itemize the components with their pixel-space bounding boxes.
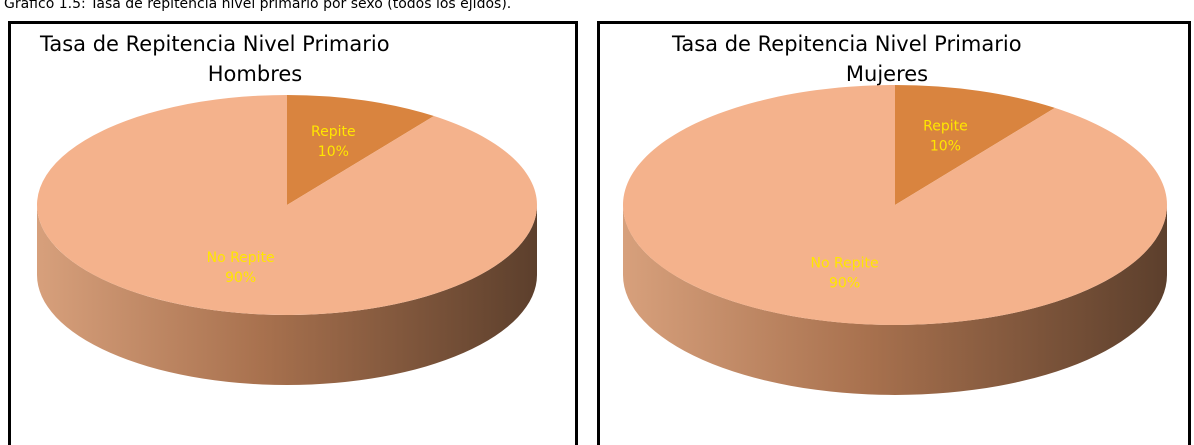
slice-label: Repite (311, 124, 356, 140)
chart-subtitle: Hombres (208, 62, 302, 86)
pie-slice (287, 95, 434, 205)
slice-value-label: 90% (829, 275, 860, 291)
pie-side (623, 205, 1167, 395)
slice-label: No Repite (207, 250, 275, 266)
pie-side (37, 205, 537, 385)
pie-slice (37, 94, 538, 315)
slice-value-label: 10% (930, 139, 961, 155)
slice-label: No Repite (811, 255, 879, 271)
pie-slice (895, 85, 1055, 205)
caption: Gráfico 1.5: Tasa de repitencia nivel pr… (4, 0, 511, 12)
pie-slice (623, 85, 1167, 326)
slice-label: Repite (923, 119, 968, 135)
chart-subtitle: Mujeres (846, 62, 928, 86)
slice-value-label: 90% (225, 270, 256, 286)
chart-title: Tasa de Repitencia Nivel Primario (39, 32, 390, 56)
chart-title: Tasa de Repitencia Nivel Primario (671, 32, 1022, 56)
slice-value-label: 10% (318, 144, 349, 160)
